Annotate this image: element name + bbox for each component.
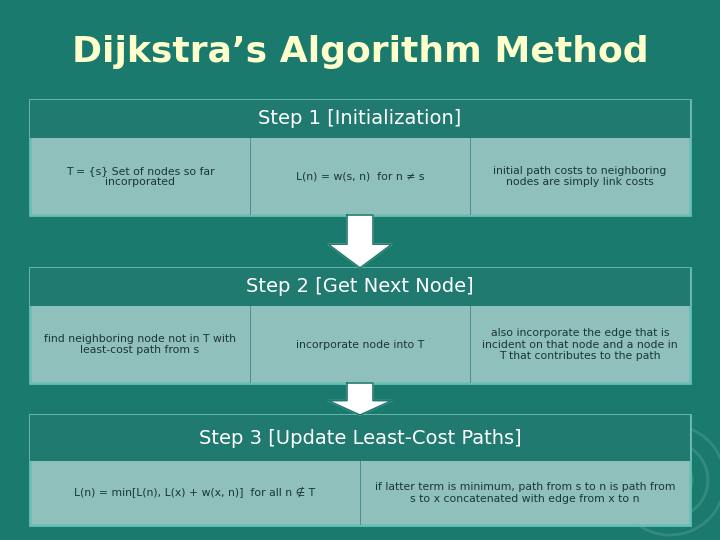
Text: find neighboring node not in T with
least-cost path from s: find neighboring node not in T with leas…: [44, 334, 236, 355]
Bar: [470, 138, 471, 215]
Text: L(n) = min[L(n), L(x) + w(x, n)]  for all n ∉ T: L(n) = min[L(n), L(x) + w(x, n)] for all…: [74, 488, 315, 498]
Bar: [250, 306, 251, 383]
Bar: [470, 306, 471, 383]
Text: Step 3 [Update Least-Cost Paths]: Step 3 [Update Least-Cost Paths]: [199, 429, 521, 448]
Text: Step 2 [Get Next Node]: Step 2 [Get Next Node]: [246, 278, 474, 296]
Bar: [30, 268, 690, 306]
Text: Step 1 [Initialization]: Step 1 [Initialization]: [258, 110, 462, 129]
Text: L(n) = w(s, n)  for n ≠ s: L(n) = w(s, n) for n ≠ s: [296, 172, 424, 181]
Text: initial path costs to neighboring
nodes are simply link costs: initial path costs to neighboring nodes …: [493, 166, 667, 187]
Text: T = {s} Set of nodes so far
incorporated: T = {s} Set of nodes so far incorporated: [66, 166, 215, 187]
Bar: [360, 461, 361, 525]
Text: incorporate node into T: incorporate node into T: [296, 340, 424, 349]
Bar: [30, 100, 690, 138]
Text: Dijkstra’s Algorithm Method: Dijkstra’s Algorithm Method: [72, 35, 648, 69]
Polygon shape: [328, 383, 392, 415]
Bar: [30, 415, 690, 461]
Bar: [30, 100, 690, 215]
Bar: [250, 138, 251, 215]
Polygon shape: [328, 215, 392, 268]
Text: if latter term is minimum, path from s to n is path from
s to x concatenated wit: if latter term is minimum, path from s t…: [374, 482, 675, 504]
Text: also incorporate the edge that is
incident on that node and a node in
T that con: also incorporate the edge that is incide…: [482, 328, 678, 361]
Bar: [30, 415, 690, 525]
Bar: [30, 268, 690, 383]
